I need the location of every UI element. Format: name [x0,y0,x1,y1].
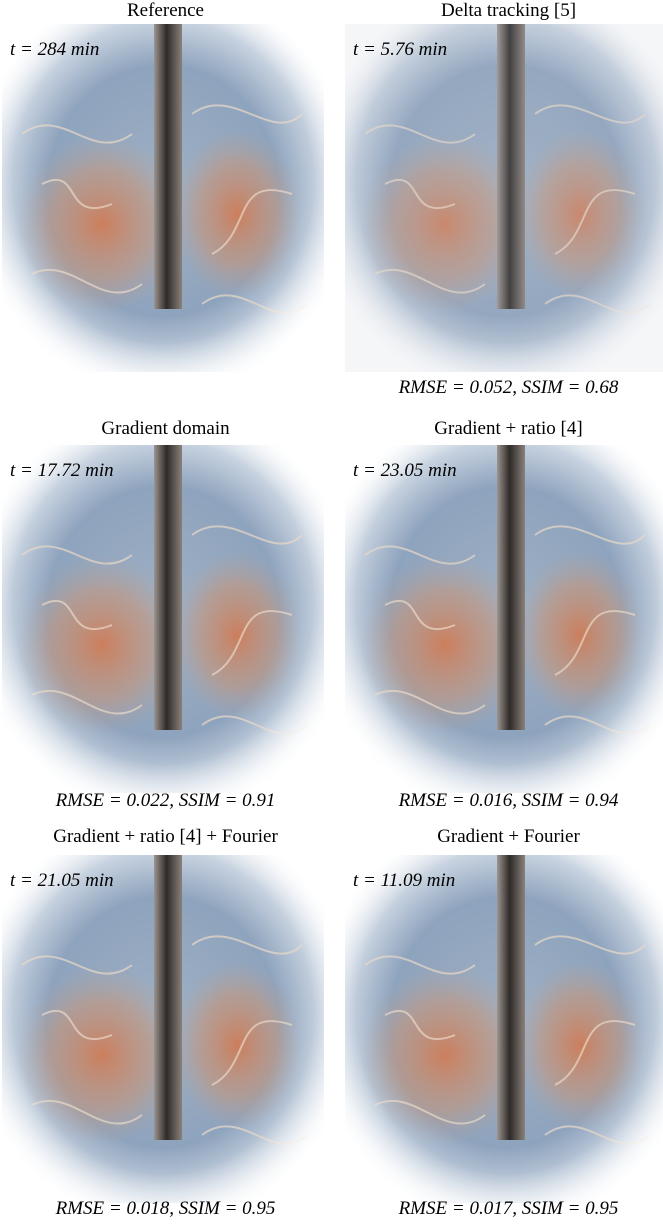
time-label: t = 284 min [10,39,99,61]
metrics: RMSE = 0.016, SSIM = 0.94 [343,790,663,812]
render-image [2,24,324,372]
figure: Reference t = 284 min Delta tracking [5] t … [0,0,663,1226]
panel-title: Gradient + Fourier [343,826,663,848]
render-image [2,855,324,1203]
time-label: t = 5.76 min [353,39,447,61]
panel-title: Reference [0,0,331,22]
panel-title: Gradient + ratio [4] + Fourier [0,826,331,848]
time-label: t = 11.09 min [353,870,455,892]
time-label: t = 23.05 min [353,460,457,482]
render-image [345,24,663,372]
metrics: RMSE = 0.017, SSIM = 0.95 [343,1198,663,1220]
render-image [345,855,663,1203]
time-label: t = 17.72 min [10,460,114,482]
panel-title: Gradient domain [0,418,331,440]
metrics: RMSE = 0.022, SSIM = 0.91 [0,790,331,812]
metrics: RMSE = 0.018, SSIM = 0.95 [0,1198,331,1220]
metrics: RMSE = 0.052, SSIM = 0.68 [343,377,663,399]
panel-title: Gradient + ratio [4] [343,418,663,440]
render-image [345,445,663,793]
time-label: t = 21.05 min [10,870,114,892]
render-image [2,445,324,793]
panel-title: Delta tracking [5] [343,0,663,22]
